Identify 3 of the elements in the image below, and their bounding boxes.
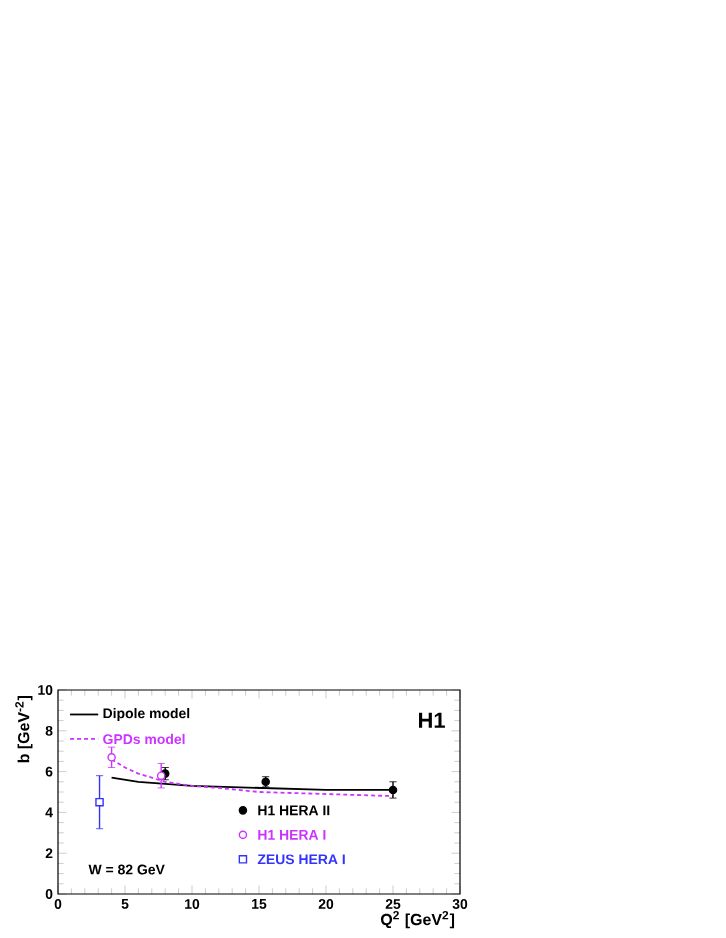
point xyxy=(107,753,116,762)
point xyxy=(95,797,104,807)
annotation: H1 xyxy=(419,712,445,728)
